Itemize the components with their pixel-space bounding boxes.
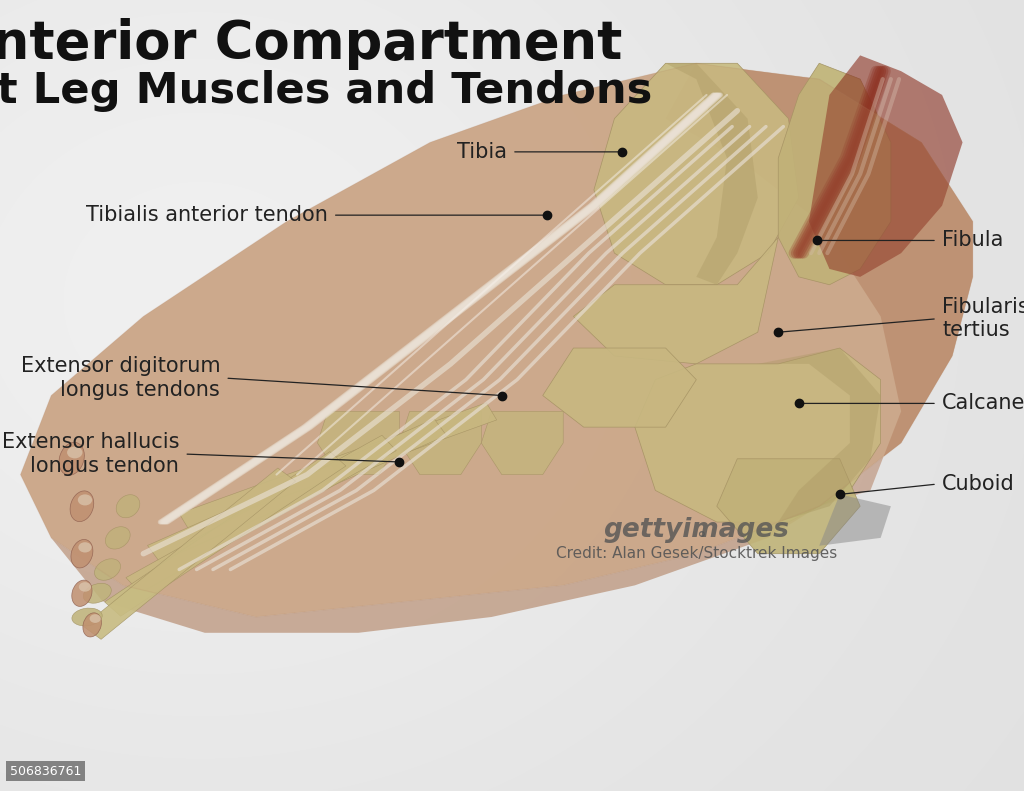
Polygon shape — [666, 63, 973, 506]
Text: Tibialis anterior tendon: Tibialis anterior tendon — [86, 205, 328, 225]
Ellipse shape — [83, 583, 112, 604]
Ellipse shape — [83, 613, 101, 637]
Text: 506836761: 506836761 — [10, 765, 82, 778]
Polygon shape — [717, 459, 860, 554]
Polygon shape — [104, 452, 346, 616]
Polygon shape — [481, 411, 563, 475]
Polygon shape — [51, 506, 819, 633]
Ellipse shape — [105, 527, 130, 549]
Text: Extensor digitorum
longus tendons: Extensor digitorum longus tendons — [20, 357, 220, 399]
Ellipse shape — [78, 494, 92, 505]
Polygon shape — [543, 348, 696, 427]
Ellipse shape — [68, 446, 83, 458]
Polygon shape — [778, 63, 891, 285]
Polygon shape — [83, 468, 296, 639]
Ellipse shape — [59, 442, 84, 475]
Ellipse shape — [72, 608, 102, 626]
Polygon shape — [809, 55, 963, 277]
Polygon shape — [126, 435, 396, 593]
Text: Calcaneus: Calcaneus — [942, 393, 1024, 414]
Text: Anterior Compartment: Anterior Compartment — [0, 17, 623, 70]
Ellipse shape — [90, 614, 100, 623]
Ellipse shape — [70, 491, 94, 521]
Text: Fibularis
tertius: Fibularis tertius — [942, 297, 1024, 340]
Text: Fibula: Fibula — [942, 230, 1004, 251]
Ellipse shape — [94, 558, 121, 581]
Ellipse shape — [71, 539, 93, 568]
Ellipse shape — [72, 580, 92, 607]
Text: Credit: Alan Gesek/Stocktrek Images: Credit: Alan Gesek/Stocktrek Images — [556, 547, 837, 561]
Ellipse shape — [78, 543, 92, 552]
Polygon shape — [819, 494, 891, 546]
Polygon shape — [573, 237, 778, 364]
Polygon shape — [317, 411, 399, 475]
Text: Tibia: Tibia — [457, 142, 507, 162]
Text: gettyimages: gettyimages — [603, 517, 790, 543]
Polygon shape — [635, 348, 881, 522]
Polygon shape — [666, 63, 758, 285]
Polygon shape — [594, 63, 799, 285]
Polygon shape — [399, 411, 481, 475]
Polygon shape — [20, 63, 973, 617]
Polygon shape — [758, 348, 881, 522]
Text: Extensor hallucis
longus tendon: Extensor hallucis longus tendon — [2, 433, 179, 475]
Polygon shape — [179, 403, 497, 531]
Polygon shape — [147, 419, 446, 562]
Polygon shape — [20, 63, 973, 617]
Text: Cuboid: Cuboid — [942, 474, 1015, 494]
Ellipse shape — [79, 582, 91, 592]
Text: °: ° — [696, 530, 707, 549]
Text: Left Leg Muscles and Tendons: Left Leg Muscles and Tendons — [0, 70, 652, 112]
Ellipse shape — [116, 494, 140, 518]
